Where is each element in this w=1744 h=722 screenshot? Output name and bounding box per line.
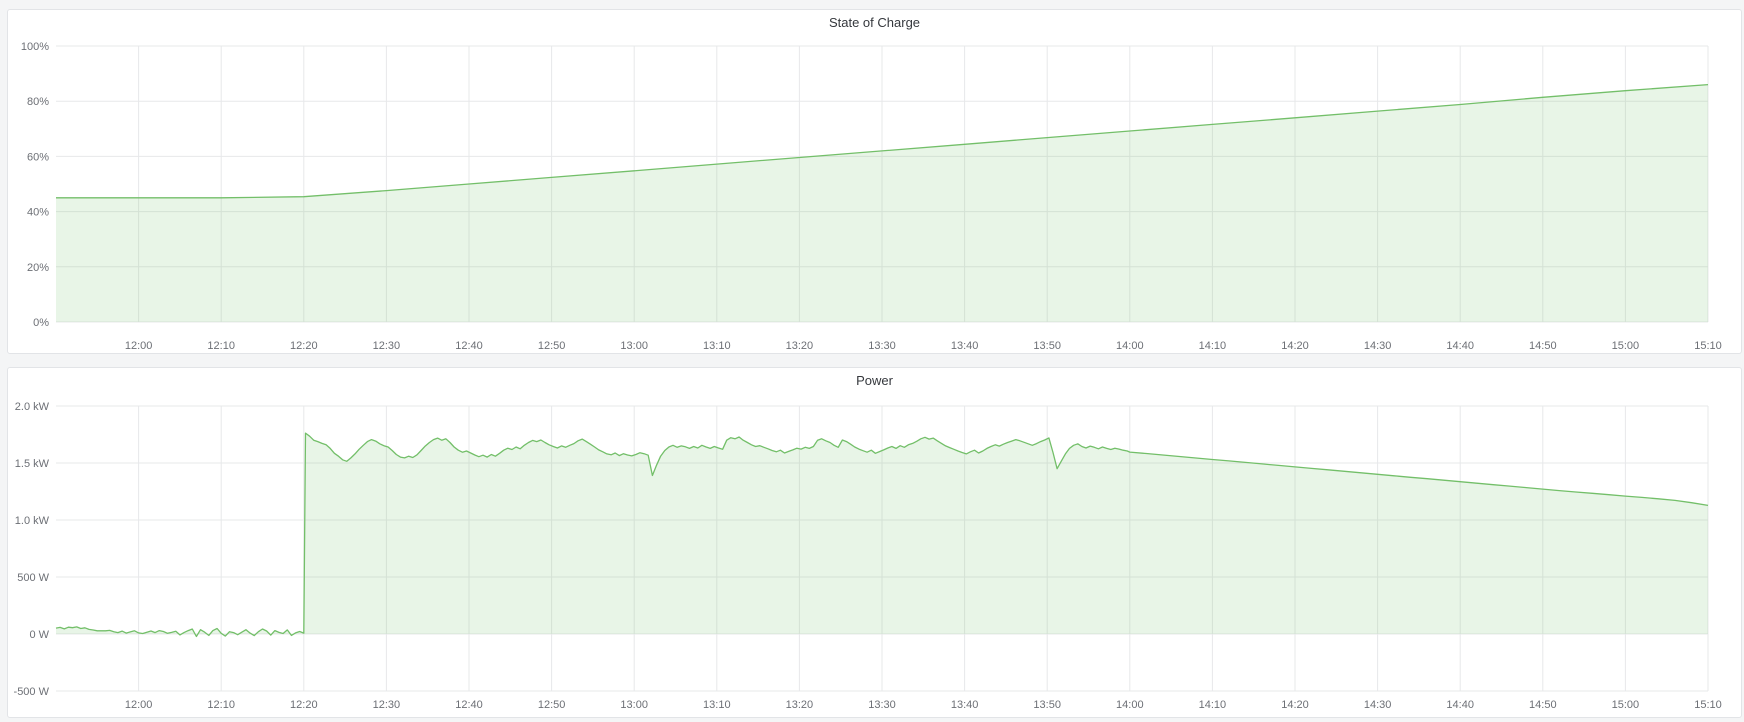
state-of-charge-chart[interactable]: 12:00 12:10 12:20 12:30 12:40 12:50 13:00 13:10… [8, 10, 1741, 353]
x-tick-label: 15:10 [1694, 340, 1722, 352]
x-tick-label: 15:00 [1612, 699, 1640, 711]
x-tick-label: 14:50 [1529, 340, 1557, 352]
x-tick-label: 12:50 [538, 340, 566, 352]
x-tick-label: 14:10 [1199, 340, 1227, 352]
y-tick-label: 80% [27, 96, 49, 108]
x-tick-label: 14:00 [1116, 340, 1144, 352]
x-tick-label: 12:40 [455, 699, 483, 711]
y-tick-label: 40% [27, 207, 49, 219]
x-tick-label: 14:40 [1446, 699, 1474, 711]
x-tick-label: 13:30 [868, 340, 896, 352]
x-tick-label: 13:40 [951, 340, 979, 352]
y-tick-label: 1.5 kW [15, 458, 50, 470]
x-tick-label: 15:10 [1694, 699, 1722, 711]
panel-title-power[interactable]: Power [856, 373, 893, 388]
y-tick-label: 2.0 kW [15, 401, 50, 413]
x-tick-label: 14:00 [1116, 699, 1144, 711]
x-tick-label: 13:20 [786, 340, 814, 352]
y-tick-label: 0 W [29, 629, 49, 641]
x-axis-labels: 12:00 12:10 12:20 12:30 12:40 12:50 13:00 13:10… [125, 340, 1722, 352]
x-tick-label: 14:20 [1281, 699, 1309, 711]
x-tick-label: 13:10 [703, 340, 731, 352]
y-axis-labels: 0% 20% 40% 60% 80% 100% [21, 41, 49, 329]
panel-state-of-charge: State of Charge 12:00 12:10 12:20 12:30 12:4… [7, 9, 1742, 354]
x-tick-label: 14:40 [1446, 340, 1474, 352]
x-tick-label: 14:50 [1529, 699, 1557, 711]
series-line [56, 83, 1709, 199]
y-tick-label: 0% [33, 317, 49, 329]
x-tick-label: 13:20 [786, 699, 814, 711]
x-tick-label: 12:00 [125, 699, 153, 711]
x-tick-label: 14:30 [1364, 699, 1392, 711]
x-tick-label: 12:20 [290, 699, 318, 711]
x-tick-label: 12:30 [373, 699, 401, 711]
x-tick-label: 12:30 [373, 340, 401, 352]
x-tick-label: 13:50 [1033, 340, 1061, 352]
y-tick-label: 1.0 kW [15, 515, 50, 527]
y-tick-label: 100% [21, 41, 49, 53]
panel-title-state-of-charge[interactable]: State of Charge [828, 15, 921, 30]
y-axis-labels: -500 W 0 W 500 W 1.0 kW 1.5 kW 2.0 kW [14, 401, 50, 698]
x-tick-label: 13:40 [951, 699, 979, 711]
power-chart[interactable]: 12:00 12:10 12:20 12:30 12:40 12:50 13:00 13:10… [8, 368, 1741, 717]
series-fill [56, 433, 1708, 637]
x-tick-label: 15:00 [1612, 340, 1640, 352]
x-tick-label: 13:30 [868, 699, 896, 711]
x-tick-label: 12:50 [538, 699, 566, 711]
x-tick-label: 12:10 [207, 340, 235, 352]
x-tick-label: 12:40 [455, 340, 483, 352]
x-tick-label: 13:00 [620, 699, 648, 711]
x-tick-label: 14:30 [1364, 340, 1392, 352]
y-tick-label: 60% [27, 151, 49, 163]
x-tick-label: 12:00 [125, 340, 153, 352]
x-tick-label: 13:00 [620, 340, 648, 352]
grid-lines [56, 405, 1709, 692]
x-tick-label: 12:20 [290, 340, 318, 352]
x-axis-labels: 12:00 12:10 12:20 12:30 12:40 12:50 13:00 13:10… [125, 699, 1722, 711]
y-tick-label: -500 W [14, 686, 50, 698]
y-tick-label: 500 W [17, 572, 49, 584]
x-tick-label: 13:10 [703, 699, 731, 711]
series-line [55, 432, 1709, 638]
x-tick-label: 13:50 [1033, 699, 1061, 711]
y-tick-label: 20% [27, 262, 49, 274]
series-fill [56, 84, 1708, 322]
x-tick-label: 14:10 [1199, 699, 1227, 711]
x-tick-label: 14:20 [1281, 340, 1309, 352]
grid-lines [56, 45, 1709, 323]
panel-power: Power 12:00 12:10 12:20 12:30 12:40 12:50 13:0… [7, 367, 1742, 718]
x-tick-label: 12:10 [207, 699, 235, 711]
